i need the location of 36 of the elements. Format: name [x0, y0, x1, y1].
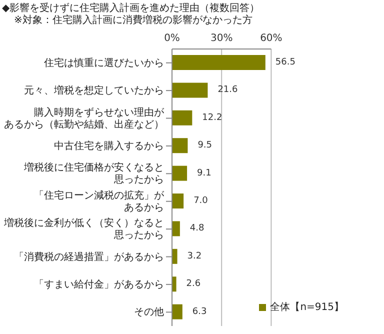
- x-tick-label: 0%: [164, 33, 180, 44]
- bar: [172, 82, 208, 98]
- y-tick-label: 「消費税の経過措置」があるから: [14, 250, 164, 262]
- y-tick-label: 増税後に金利が低く（安く）なると思ったから: [3, 216, 164, 241]
- data-label: 4.8: [190, 224, 205, 234]
- y-tick-label: 購入時期をずらせない理由があるから（転勤や結婚、出産など）: [4, 106, 165, 130]
- bar: [172, 55, 266, 70]
- bar: [172, 248, 178, 264]
- data-label: 9.1: [197, 168, 212, 178]
- bar: [172, 166, 188, 181]
- bar: [172, 276, 176, 292]
- y-tick-label: 増税後に住宅価格が安くなると思ったから: [23, 161, 164, 186]
- data-label: 56.5: [275, 58, 296, 68]
- data-label: 3.2: [187, 251, 202, 262]
- bar: [172, 194, 184, 208]
- bar: [172, 304, 182, 320]
- chart-title: ◆影響を受けずに住宅購入計画を進めた理由（複数回答）: [1, 2, 261, 14]
- legend-label: 全体【n=915】: [270, 302, 344, 313]
- bar: [172, 138, 188, 154]
- data-label: 21.6: [218, 85, 238, 96]
- data-label: 2.6: [186, 279, 201, 290]
- data-label: 12.2: [202, 112, 222, 123]
- y-tick-label: 「すまい給付金」があるから: [34, 278, 164, 290]
- x-tick-label: 30%: [210, 33, 233, 44]
- data-label: 6.3: [192, 306, 207, 317]
- y-tick-label: 中古住宅を購入するから: [54, 139, 164, 152]
- y-tick-label: 住宅は慎重に選びたいから: [44, 56, 164, 68]
- y-tick-label: 「住宅ローン減税の拡充」があるから: [34, 188, 165, 213]
- x-tick-label: 60%: [260, 33, 282, 44]
- y-tick-label: その他: [134, 306, 164, 318]
- chart-subtitle: ※対象：住宅購入計画に消費増税の影響がなかった方: [13, 15, 254, 27]
- data-label: 7.0: [194, 196, 208, 206]
- y-tick-label: 元々、増税を想定していたから: [24, 84, 164, 96]
- bar: [172, 110, 192, 126]
- bar: [172, 221, 180, 236]
- data-label: 9.5: [198, 140, 212, 151]
